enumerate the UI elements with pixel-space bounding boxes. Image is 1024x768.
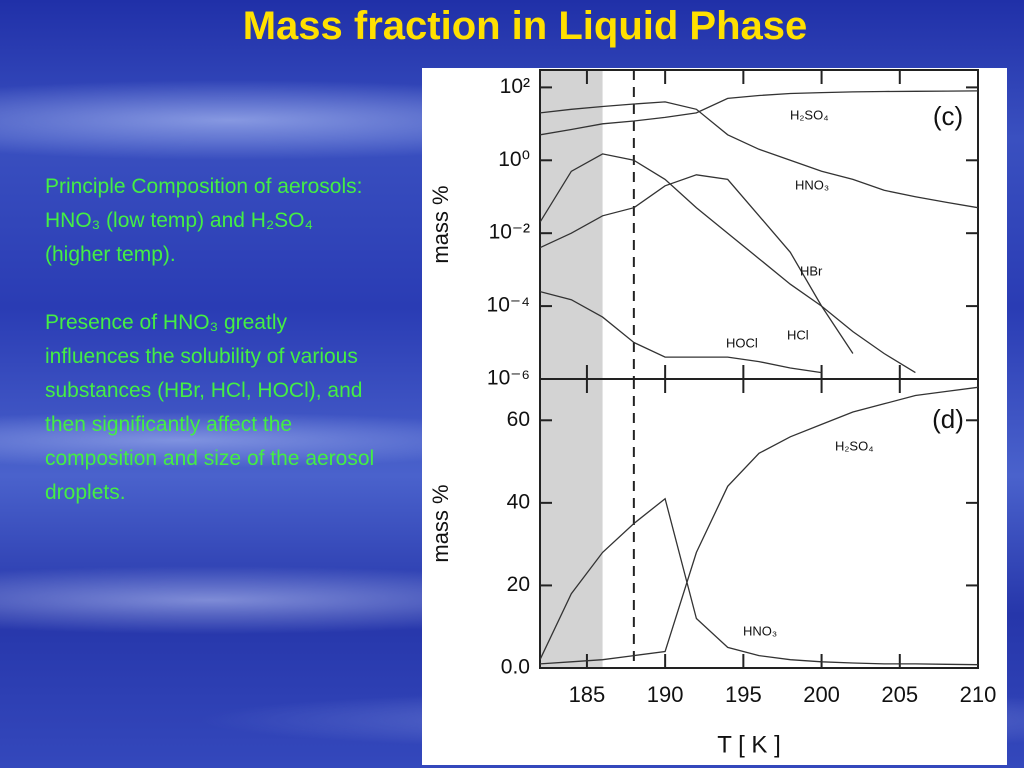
series-label: HOCl	[726, 335, 758, 350]
y-tick-label: 10⁻⁶	[487, 367, 530, 390]
shaded-region	[540, 70, 603, 379]
series-label: HNO₃	[795, 177, 829, 192]
x-tick-label: 205	[881, 682, 918, 707]
y-tick-label: 10⁰	[498, 148, 530, 171]
x-tick-label: 190	[647, 682, 684, 707]
series-label: H₂SO₄	[790, 107, 829, 122]
y-tick-label: 60	[507, 408, 530, 431]
series-line	[540, 174, 854, 354]
series-label: H₂SO₄	[835, 438, 874, 453]
series-line	[540, 386, 978, 665]
x-tick-label: 200	[803, 682, 840, 707]
series-line	[540, 153, 916, 374]
paragraph: Presence of HNO₃ greatly influences the …	[45, 311, 375, 504]
slide-title: Mass fraction in Liquid Phase	[242, 4, 808, 48]
panel-label: (c)	[933, 101, 963, 131]
y-tick-label: 20	[507, 573, 530, 596]
x-tick-label: 210	[960, 682, 997, 707]
panel-label: (d)	[932, 404, 964, 434]
series-label: HBr	[800, 263, 823, 278]
series-line	[540, 90, 978, 136]
series-group	[540, 386, 978, 666]
y-tick-label: 10²	[500, 75, 530, 98]
y-tick-label: 10⁻⁴	[487, 294, 530, 317]
series-line	[540, 290, 822, 374]
series-label: HNO₃	[743, 623, 777, 638]
series-group	[540, 90, 978, 374]
x-tick-label: 185	[569, 682, 606, 707]
x-axis-label: T [ K ]	[717, 731, 781, 758]
y-axis-label: mass %	[428, 484, 453, 562]
shaded-region	[540, 379, 603, 668]
y-tick-label: 0.0	[501, 656, 530, 679]
x-tick-label: 195	[725, 682, 762, 707]
series-line	[540, 497, 978, 666]
y-tick-label: 40	[507, 490, 530, 513]
figure-background	[422, 68, 1007, 765]
series-label: HCl	[787, 327, 809, 342]
series-line	[540, 101, 978, 209]
y-axis-label: mass %	[428, 185, 453, 263]
paragraph: Principle Composition of aerosols: HNO₃ …	[45, 175, 363, 266]
y-tick-label: 10⁻²	[489, 221, 530, 244]
body-text: Principle Composition of aerosols: HNO₃ …	[45, 170, 380, 544]
plot-frame	[539, 378, 979, 669]
